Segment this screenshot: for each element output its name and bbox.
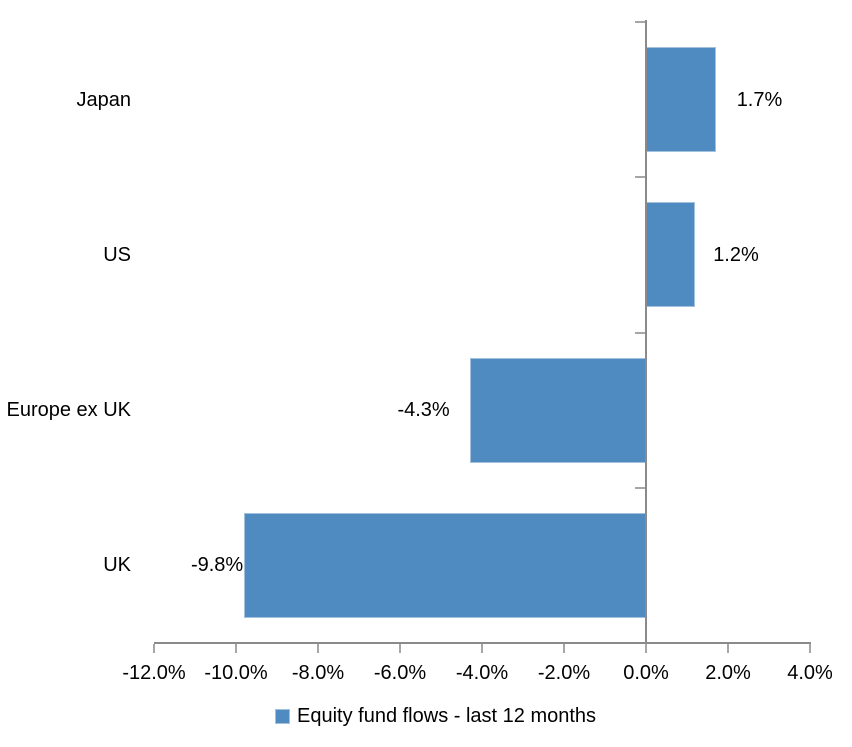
x-axis-tick bbox=[317, 644, 319, 653]
bar-europe-ex-uk bbox=[469, 357, 646, 463]
y-axis-line bbox=[645, 20, 647, 644]
category-label-europe-ex-uk: Europe ex UK bbox=[6, 399, 131, 422]
y-axis-tick bbox=[635, 331, 645, 334]
y-axis-tick bbox=[635, 176, 645, 179]
y-axis-tick bbox=[635, 486, 645, 489]
bar-value-label-uk: -9.8% bbox=[190, 554, 244, 577]
x-axis-tick-label: -4.0% bbox=[455, 662, 509, 684]
x-axis-tick bbox=[153, 644, 155, 653]
y-axis-tick bbox=[635, 21, 645, 23]
x-axis-tick bbox=[235, 644, 237, 653]
x-axis-tick-label: 0.0% bbox=[623, 662, 669, 684]
x-axis-tick bbox=[481, 644, 483, 653]
x-axis-tick-label: -10.0% bbox=[204, 662, 268, 684]
x-axis-tick-label: -2.0% bbox=[537, 662, 591, 684]
legend: Equity fund flows - last 12 months bbox=[275, 703, 596, 729]
bar-uk bbox=[244, 512, 646, 618]
x-axis-tick-label: -12.0% bbox=[122, 662, 186, 684]
x-axis-tick bbox=[727, 644, 729, 653]
x-axis-line bbox=[154, 642, 811, 644]
x-axis-tick bbox=[563, 644, 565, 653]
x-axis-tick bbox=[399, 644, 401, 653]
bar-us bbox=[646, 202, 696, 308]
legend-marker-icon bbox=[275, 708, 290, 724]
category-label-uk: UK bbox=[103, 554, 131, 577]
x-axis-tick-label: -6.0% bbox=[373, 662, 427, 684]
x-axis-tick-label: 2.0% bbox=[705, 662, 751, 684]
bar-value-label-us: 1.2% bbox=[713, 243, 759, 266]
bar-value-label-europe-ex-uk: -4.3% bbox=[397, 399, 450, 422]
legend-label: Equity fund flows - last 12 months bbox=[297, 705, 597, 727]
x-axis-tick bbox=[645, 644, 647, 653]
x-axis-tick bbox=[809, 644, 811, 653]
x-axis-tick-label: 4.0% bbox=[787, 662, 833, 684]
bar-value-label-japan: 1.7% bbox=[736, 88, 783, 111]
category-label-japan: Japan bbox=[76, 88, 132, 111]
bar-japan bbox=[646, 47, 716, 153]
x-axis-tick-label: -8.0% bbox=[291, 662, 345, 684]
category-label-us: US bbox=[103, 243, 131, 266]
